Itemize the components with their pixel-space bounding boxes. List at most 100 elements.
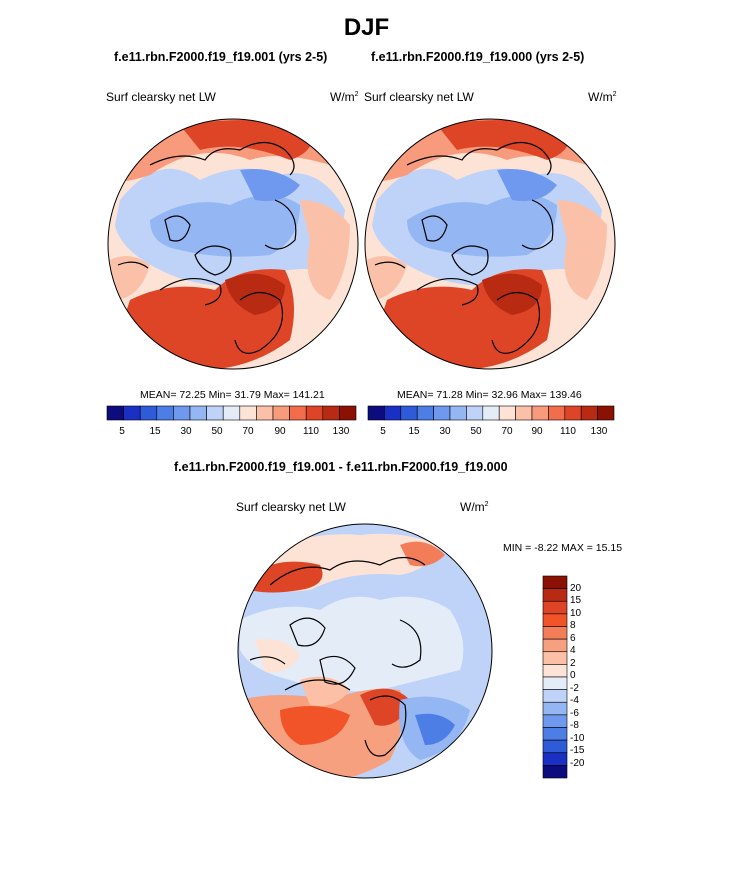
cbar3-tick: -8 bbox=[570, 720, 579, 731]
cbar3-tick: 6 bbox=[570, 633, 576, 644]
colorbar-swatch bbox=[239, 405, 257, 421]
colorbar-swatch bbox=[542, 626, 568, 640]
coastline bbox=[249, 656, 286, 665]
colorbar-swatch bbox=[542, 588, 568, 602]
diff-map-border bbox=[237, 523, 493, 779]
colorbar-swatch bbox=[156, 405, 174, 421]
coastline bbox=[421, 215, 448, 242]
map-fill bbox=[437, 120, 570, 160]
cbar2-tick: 110 bbox=[560, 426, 576, 437]
panel1-variable: Surf clearsky net LW bbox=[106, 90, 216, 104]
colorbar-swatch bbox=[206, 405, 224, 421]
colorbar-swatch bbox=[322, 405, 340, 421]
panel1-title: f.e11.rbn.F2000.f19_f19.001 (yrs 2-5) bbox=[114, 50, 328, 64]
coastline bbox=[406, 141, 552, 176]
colorbar-swatch bbox=[123, 405, 141, 421]
colorbar-swatch bbox=[106, 405, 124, 421]
cbar1-tick: 15 bbox=[149, 426, 161, 437]
panel2-variable: Surf clearsky net LW bbox=[364, 90, 474, 104]
map-fill bbox=[255, 639, 300, 673]
colorbar-swatch bbox=[542, 600, 568, 615]
cbar2-tick: 90 bbox=[531, 426, 543, 437]
cbar2-tick: 130 bbox=[590, 426, 608, 437]
map-fill bbox=[180, 120, 313, 160]
colorbar-swatch bbox=[542, 651, 568, 665]
map-fill bbox=[400, 541, 445, 567]
diff-variable: Surf clearsky net LW bbox=[236, 500, 346, 514]
colorbar-swatch bbox=[400, 405, 418, 421]
panel1-units: W/m2 bbox=[330, 90, 359, 104]
coastline bbox=[289, 617, 326, 647]
cbar3-tick: -2 bbox=[570, 683, 579, 694]
colorbar-swatch bbox=[515, 405, 533, 421]
coastline bbox=[319, 655, 356, 685]
coastline bbox=[194, 245, 232, 276]
coastline bbox=[234, 291, 284, 354]
panel1-colorbar bbox=[106, 405, 357, 421]
map-fill bbox=[407, 195, 557, 257]
colorbar-swatch bbox=[542, 701, 568, 716]
colorbar-swatch bbox=[289, 405, 307, 421]
colorbar-swatch bbox=[173, 405, 191, 421]
cbar1-tick: 70 bbox=[242, 426, 254, 437]
cbar3-tick: 8 bbox=[570, 620, 576, 631]
colorbar-swatch bbox=[542, 714, 568, 728]
colorbar-swatch bbox=[542, 676, 568, 690]
colorbar-swatch bbox=[384, 405, 402, 421]
diff-title: f.e11.rbn.F2000.f19_f19.001 - f.e11.rbn.… bbox=[174, 460, 508, 474]
coastline bbox=[264, 199, 297, 250]
cbar3-tick: 0 bbox=[570, 670, 576, 681]
colorbar-swatch bbox=[433, 405, 451, 421]
map-fill bbox=[240, 169, 300, 201]
coastline bbox=[149, 141, 295, 176]
cbar1-tick: 110 bbox=[303, 426, 319, 437]
colorbar-swatch bbox=[256, 405, 274, 421]
coastlines bbox=[117, 141, 297, 354]
cbar1-tick: 90 bbox=[274, 426, 286, 437]
map-fill bbox=[482, 273, 542, 315]
colorbar-swatch bbox=[416, 405, 434, 421]
diff-stats: MIN = -8.22 MAX = 15.15 bbox=[503, 542, 623, 554]
panel2-colorbar bbox=[367, 405, 615, 421]
panel2-title: f.e11.rbn.F2000.f19_f19.000 (yrs 2-5) bbox=[371, 50, 585, 64]
panel2-stats: MEAN= 71.28 Min= 32.96 Max= 139.46 bbox=[397, 389, 582, 401]
cbar3-tick: -20 bbox=[570, 758, 585, 769]
map-fill bbox=[415, 713, 455, 745]
cbar3-tick: 10 bbox=[570, 608, 582, 619]
colorbar-swatch bbox=[548, 405, 566, 421]
coastline bbox=[269, 556, 426, 586]
figure-title: DJF bbox=[343, 14, 390, 41]
cbar1-tick: 130 bbox=[332, 426, 350, 437]
map-fill bbox=[367, 256, 407, 300]
colorbar-swatch bbox=[482, 405, 500, 421]
coastline bbox=[117, 261, 149, 269]
cbar3-tick: -15 bbox=[570, 745, 585, 756]
map-fill bbox=[557, 200, 607, 300]
map-fill bbox=[240, 596, 464, 692]
cbar3-tick: 4 bbox=[570, 645, 576, 656]
cbar2-tick: 30 bbox=[439, 426, 451, 437]
colorbar-swatch bbox=[466, 405, 484, 421]
colorbar-swatch bbox=[305, 405, 324, 421]
cbar3-tick: 20 bbox=[570, 583, 582, 594]
cbar1-tick: 30 bbox=[180, 426, 192, 437]
coastline bbox=[284, 679, 351, 691]
colorbar-swatch bbox=[339, 405, 357, 421]
coastlines bbox=[374, 141, 554, 354]
colorbar-swatch bbox=[498, 405, 516, 421]
coastline bbox=[416, 277, 479, 306]
panel2-units: W/m2 bbox=[588, 90, 617, 104]
coastlines bbox=[249, 556, 426, 757]
map-fill bbox=[110, 256, 150, 300]
map-fill bbox=[225, 273, 285, 315]
panel1-stats: MEAN= 72.25 Min= 31.79 Max= 141.21 bbox=[140, 389, 325, 401]
coastline bbox=[164, 215, 191, 242]
coastline bbox=[521, 199, 554, 250]
map-fill bbox=[150, 195, 300, 257]
cbar3-tick: 2 bbox=[570, 658, 576, 669]
panel1-map-border bbox=[107, 118, 359, 370]
cbar2-tick: 70 bbox=[501, 426, 513, 437]
colorbar-swatch bbox=[542, 613, 568, 627]
colorbar-swatch bbox=[367, 405, 385, 421]
colorbar-swatch bbox=[272, 405, 290, 421]
